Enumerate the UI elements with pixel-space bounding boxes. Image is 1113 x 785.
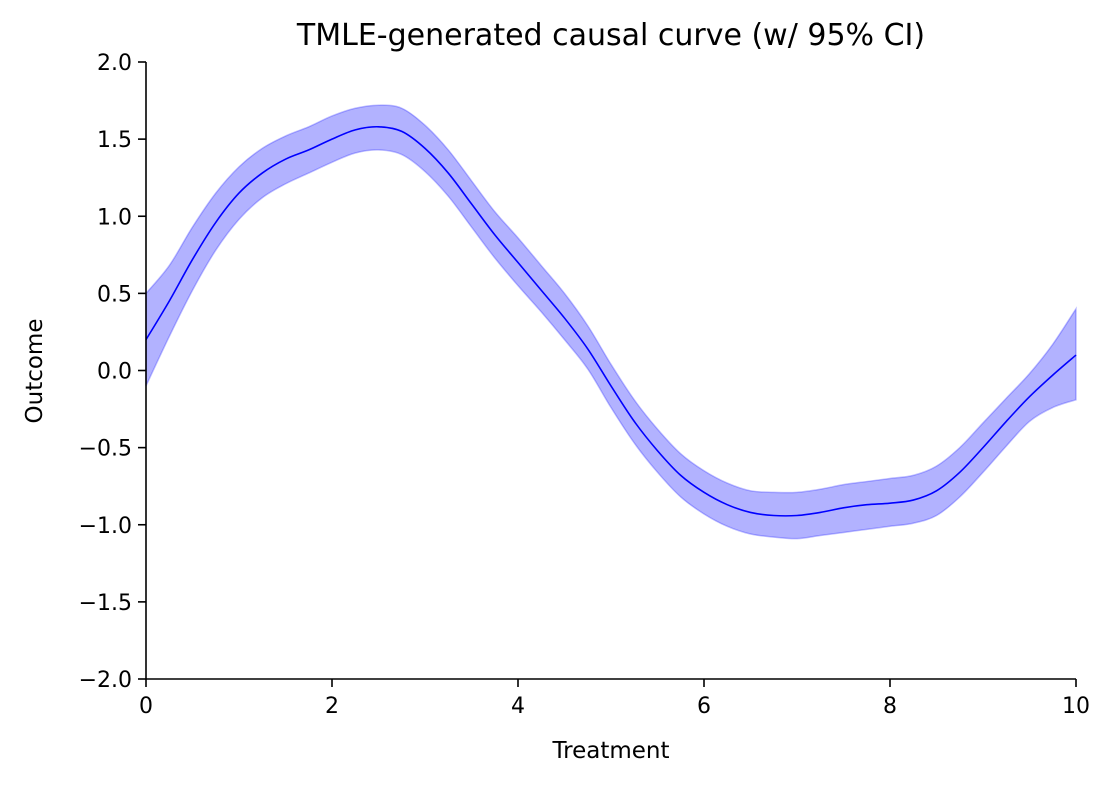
x-axis-label: Treatment (551, 738, 669, 764)
y-tick-label: 2.0 (97, 51, 132, 76)
x-tick-label: 6 (697, 694, 711, 719)
y-axis-label: Outcome (22, 319, 48, 424)
x-axis-ticks: 0 2 4 6 8 10 (139, 679, 1090, 719)
y-axis-ticks: −2.0 −1.5 −1.0 −0.5 0.0 0.5 1.0 1.5 2.0 (79, 51, 146, 693)
x-tick-label: 10 (1062, 694, 1090, 719)
x-tick-label: 4 (511, 694, 525, 719)
y-tick-label: 1.0 (97, 205, 132, 230)
y-tick-label: −1.0 (79, 514, 132, 539)
x-tick-label: 0 (139, 694, 153, 719)
chart-title: TMLE-generated causal curve (w/ 95% CI) (296, 18, 925, 53)
y-tick-label: 1.5 (97, 128, 132, 153)
y-tick-label: −0.5 (79, 437, 132, 462)
y-tick-label: −1.5 (79, 591, 132, 616)
y-tick-label: −2.0 (79, 668, 132, 693)
x-tick-label: 2 (325, 694, 339, 719)
causal-curve-line (145, 125, 1077, 517)
y-tick-label: 0.0 (97, 360, 132, 385)
x-tick-label: 8 (883, 694, 897, 719)
confidence-band (145, 104, 1077, 540)
plot-area (145, 104, 1077, 540)
y-tick-label: 0.5 (97, 282, 132, 307)
